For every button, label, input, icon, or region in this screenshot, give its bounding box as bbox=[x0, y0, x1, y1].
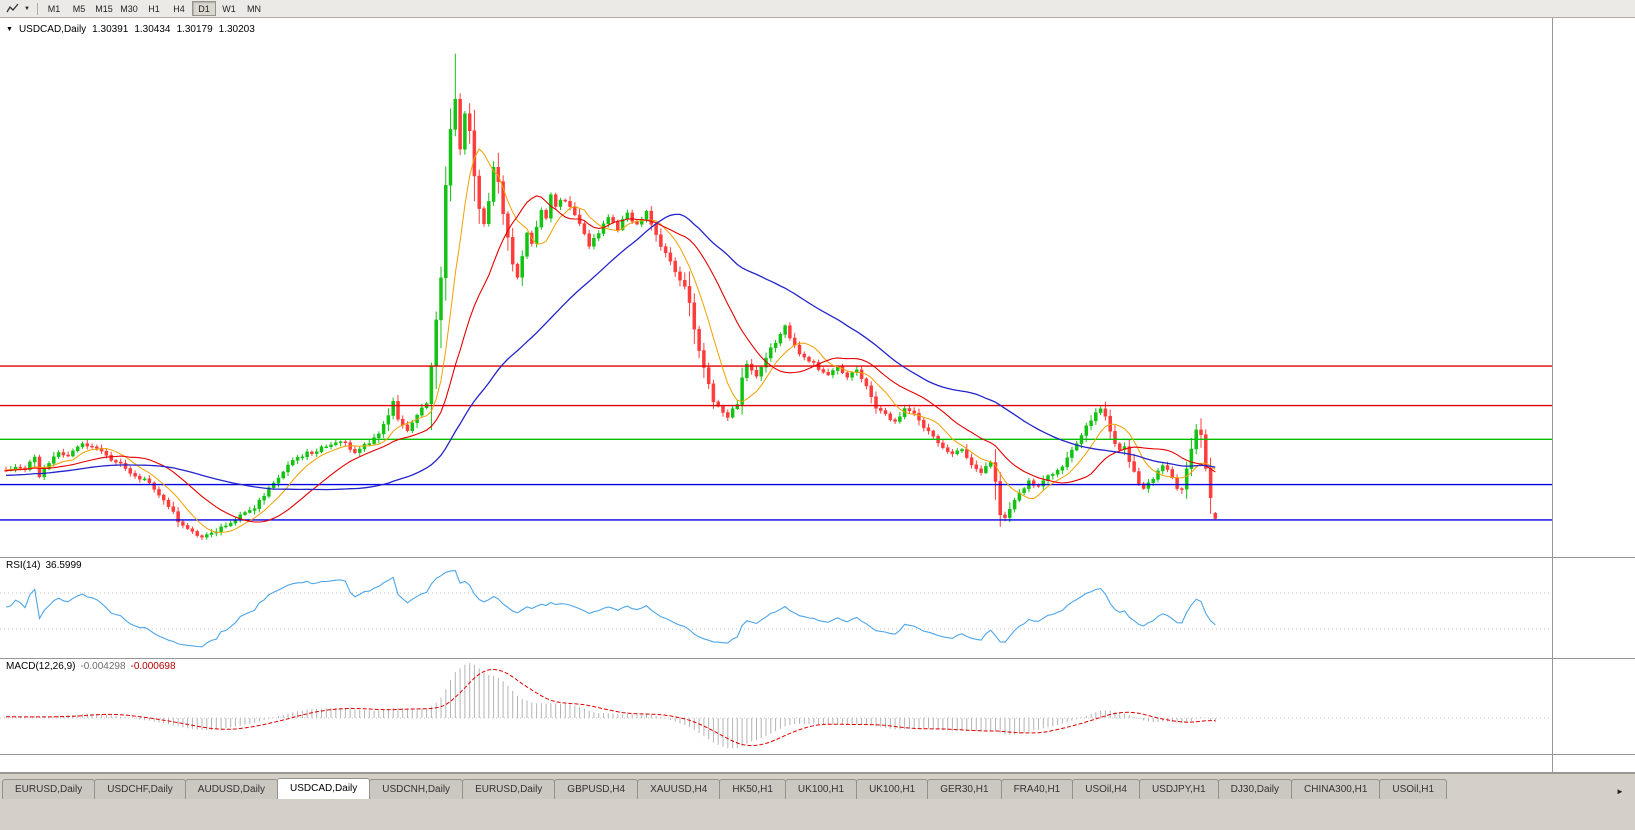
chart-tab-USDCAD-Daily[interactable]: USDCAD,Daily bbox=[277, 778, 371, 799]
rsi-indicator-label: RSI(14) 36.5999 bbox=[6, 560, 82, 571]
chart-tab-CHINA300-H1[interactable]: CHINA300,H1 bbox=[1291, 779, 1381, 799]
chart-tab-UK100-H1[interactable]: UK100,H1 bbox=[784, 779, 858, 799]
timeframe-toolbar: ▼ M1 M5 M15 M30 H1 H4 D1 W1 MN bbox=[0, 0, 1635, 18]
timeframe-button-H1[interactable]: H1 bbox=[148, 4, 160, 14]
chart-tab-HK50-H1[interactable]: HK50,H1 bbox=[719, 779, 786, 799]
timeframe-button-M15[interactable]: M15 bbox=[95, 4, 113, 14]
line-chart-glyph bbox=[5, 3, 18, 13]
ohlc-low: 1.30179 bbox=[176, 24, 213, 35]
macd-histogram bbox=[5, 663, 1216, 749]
macd-signal-value: -0.000698 bbox=[130, 661, 176, 672]
chart-tab-UK100-H1[interactable]: UK100,H1 bbox=[856, 779, 929, 799]
chart-tab-DJ30-Daily[interactable]: DJ30,Daily bbox=[1217, 779, 1293, 799]
chart-tab-USDJPY-H1[interactable]: USDJPY,H1 bbox=[1138, 779, 1219, 799]
chart-window: ▼ USDCAD,Daily 1.30391 1.30434 1.30179 1… bbox=[0, 18, 1635, 773]
chart-tab-EURUSD-Daily[interactable]: EURUSD,Daily bbox=[462, 779, 556, 799]
tab-scroll-right-button[interactable]: ► bbox=[1616, 787, 1624, 796]
timeframe-button-D1[interactable]: D1 bbox=[192, 1, 216, 16]
chart-tab-USDCHF-Daily[interactable]: USDCHF,Daily bbox=[94, 779, 186, 799]
ma-slow-line bbox=[5, 213, 1216, 491]
timeframe-button-H4[interactable]: H4 bbox=[173, 4, 185, 14]
chart-tab-USOil-H4[interactable]: USOil,H4 bbox=[1072, 779, 1140, 799]
rsi-value: 36.5999 bbox=[45, 560, 82, 571]
ohlc-high: 1.30434 bbox=[134, 24, 171, 35]
symbol-caret-icon: ▼ bbox=[6, 25, 13, 33]
ma-fast-line bbox=[5, 148, 1216, 533]
rsi-line bbox=[5, 570, 1216, 648]
ohlc-open: 1.30391 bbox=[92, 24, 129, 35]
timeframe-button-MN[interactable]: MN bbox=[247, 4, 261, 14]
timeframe-button-W1[interactable]: W1 bbox=[222, 4, 236, 14]
macd-indicator-label: MACD(12,26,9) -0.004298 -0.000698 bbox=[6, 661, 176, 672]
timeframe-button-M5[interactable]: M5 bbox=[72, 4, 86, 14]
macd-name: MACD(12,26,9) bbox=[6, 661, 76, 672]
candles-layer bbox=[4, 53, 1218, 540]
chart-tab-USOil-H1[interactable]: USOil,H1 bbox=[1379, 779, 1448, 799]
line-chart-icon[interactable] bbox=[3, 1, 21, 16]
rsi-name: RSI(14) bbox=[6, 560, 41, 571]
chart-tab-EURUSD-Daily[interactable]: EURUSD,Daily bbox=[2, 779, 96, 799]
chart-dropdown-caret-icon[interactable]: ▼ bbox=[24, 5, 30, 12]
bottom-region: EURUSD,Daily USDCHF,Daily AUDUSD,Daily USDC… bbox=[0, 773, 1635, 830]
macd-signal-line bbox=[5, 668, 1216, 747]
chart-tab-GBPUSD-H4[interactable]: GBPUSD,H4 bbox=[554, 779, 639, 799]
symbol-name: USDCAD,Daily bbox=[18, 24, 87, 35]
chart-tab-bar: EURUSD,Daily USDCHF,Daily AUDUSD,Daily USDC… bbox=[0, 774, 1635, 799]
timeframe-button-M1[interactable]: M1 bbox=[47, 4, 61, 14]
chart-tab-USDCNH-Daily[interactable]: USDCNH,Daily bbox=[369, 779, 464, 799]
timeframe-button-M30[interactable]: M30 bbox=[120, 4, 138, 14]
chart-tab-GER30-H1[interactable]: GER30,H1 bbox=[927, 779, 1002, 799]
ohlc-close: 1.30203 bbox=[218, 24, 255, 35]
chart-tab-FRA40-H1[interactable]: FRA40,H1 bbox=[1000, 779, 1074, 799]
macd-main-value: -0.004298 bbox=[80, 661, 126, 672]
toolbar-separator bbox=[37, 2, 38, 15]
price-chart-canvas bbox=[0, 18, 1635, 773]
ma-mid-line bbox=[5, 195, 1216, 523]
chart-tab-XAUUSD-H4[interactable]: XAUUSD,H4 bbox=[637, 779, 721, 799]
chart-tab-AUDUSD-Daily[interactable]: AUDUSD,Daily bbox=[184, 779, 279, 799]
timeframe-buttons: M1 M5 M15 M30 H1 H4 D1 W1 MN bbox=[42, 1, 267, 16]
chart-title: ▼ USDCAD,Daily 1.30391 1.30434 1.30179 1… bbox=[6, 24, 255, 35]
